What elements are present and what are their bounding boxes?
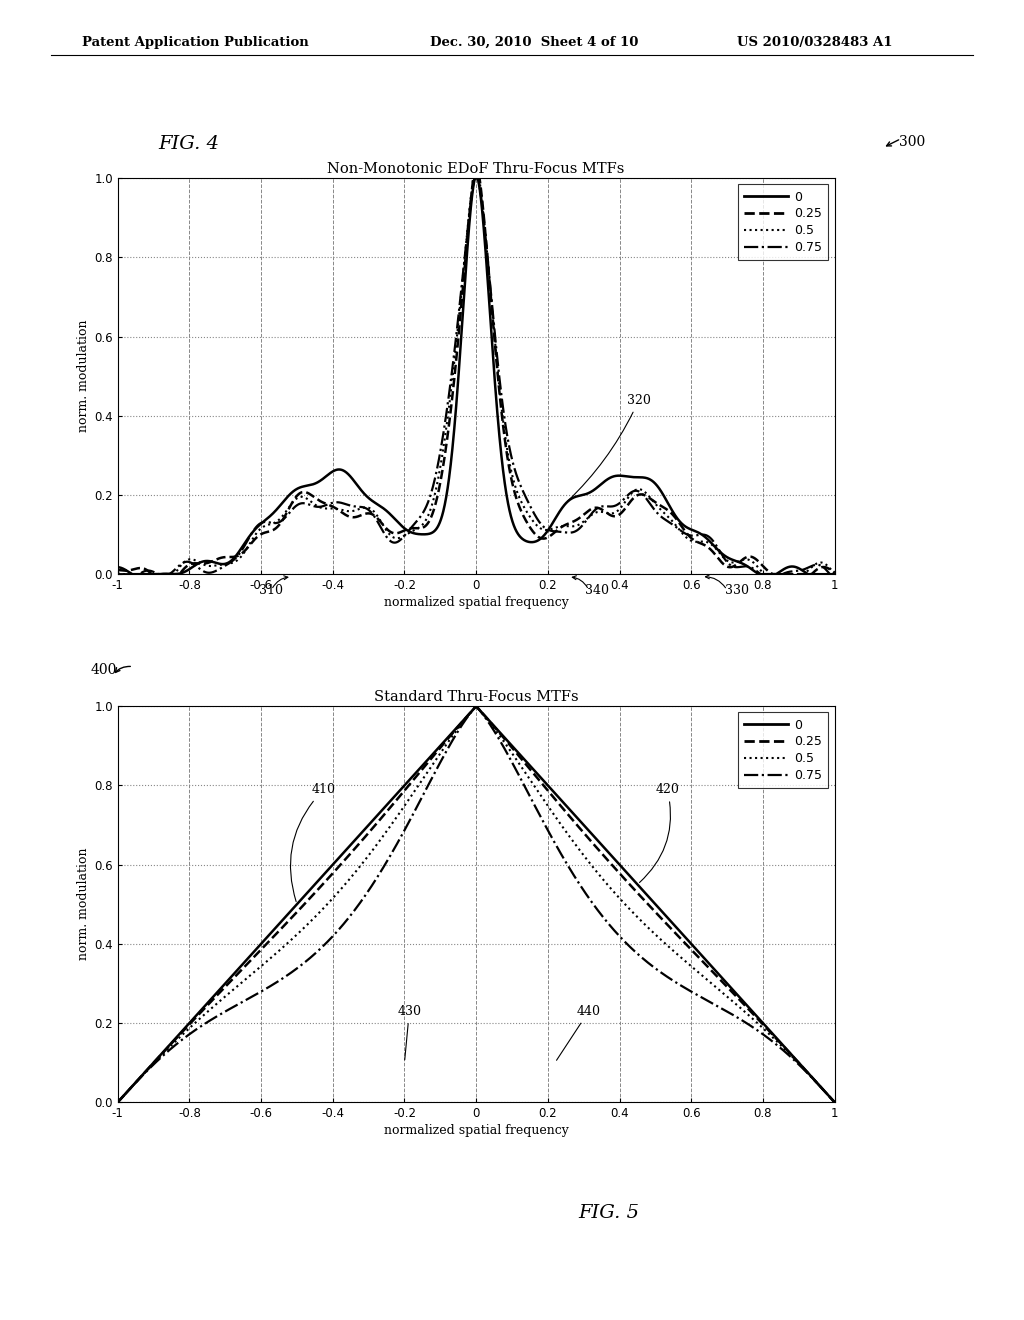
Text: Dec. 30, 2010  Sheet 4 of 10: Dec. 30, 2010 Sheet 4 of 10 xyxy=(430,36,638,49)
Text: 310: 310 xyxy=(259,583,284,597)
Text: 300: 300 xyxy=(899,135,926,149)
X-axis label: normalized spatial frequency: normalized spatial frequency xyxy=(384,1125,568,1138)
Text: FIG. 5: FIG. 5 xyxy=(579,1204,640,1222)
Text: 410: 410 xyxy=(291,783,335,902)
Text: 440: 440 xyxy=(556,1005,600,1060)
Text: FIG. 4: FIG. 4 xyxy=(159,135,220,153)
Legend: 0, 0.25, 0.5, 0.75: 0, 0.25, 0.5, 0.75 xyxy=(738,185,828,260)
Text: Patent Application Publication: Patent Application Publication xyxy=(82,36,308,49)
Text: US 2010/0328483 A1: US 2010/0328483 A1 xyxy=(737,36,893,49)
Text: 320: 320 xyxy=(567,393,650,502)
X-axis label: normalized spatial frequency: normalized spatial frequency xyxy=(384,597,568,610)
Legend: 0, 0.25, 0.5, 0.75: 0, 0.25, 0.5, 0.75 xyxy=(738,713,828,788)
Text: 420: 420 xyxy=(640,783,679,883)
Y-axis label: norm. modulation: norm. modulation xyxy=(77,319,90,433)
Title: Non-Monotonic EDoF Thru-Focus MTFs: Non-Monotonic EDoF Thru-Focus MTFs xyxy=(328,161,625,176)
Text: 430: 430 xyxy=(397,1005,421,1060)
Text: 330: 330 xyxy=(725,583,750,597)
Title: Standard Thru-Focus MTFs: Standard Thru-Focus MTFs xyxy=(374,689,579,704)
Y-axis label: norm. modulation: norm. modulation xyxy=(77,847,90,961)
Text: 340: 340 xyxy=(585,583,609,597)
Text: 400: 400 xyxy=(90,663,117,677)
